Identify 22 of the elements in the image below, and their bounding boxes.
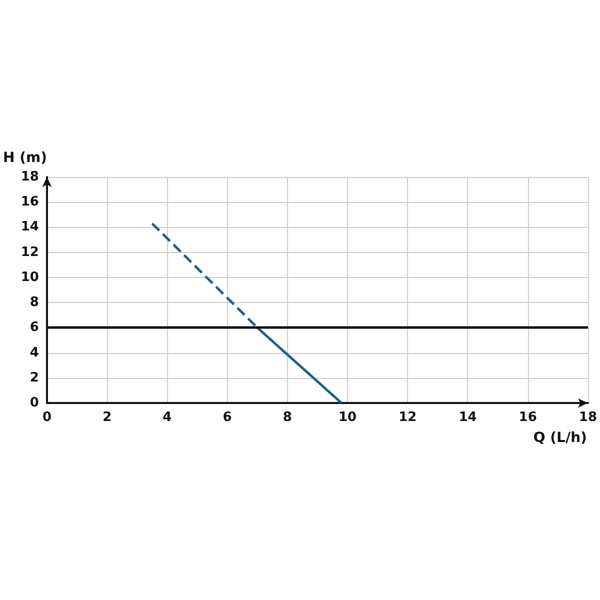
y-tick-label: 12: [20, 244, 39, 260]
y-tick-label: 4: [30, 345, 39, 360]
x-tick-label: 2: [102, 410, 112, 425]
x-tick-label: 10: [338, 410, 357, 425]
x-tick-label: 12: [398, 410, 417, 425]
x-tick-label: 18: [578, 410, 597, 425]
y-tick-label: 8: [30, 295, 39, 310]
x-tick-label: 6: [222, 410, 232, 425]
y-tick-label: 14: [20, 220, 39, 235]
y-tick-label: 18: [20, 170, 39, 184]
y-tick-label: 0: [30, 396, 39, 410]
y-tick-label: 6: [30, 320, 39, 336]
y-tick-label: 2: [30, 370, 39, 386]
x-axis-title: Q (L/h): [533, 430, 587, 446]
y-axis-title: H (m): [2, 150, 47, 166]
y-tick-label: 10: [20, 270, 39, 285]
x-tick-label: 0: [42, 410, 52, 425]
x-tick-label: 14: [458, 410, 477, 425]
x-tick-label: 4: [162, 410, 172, 425]
y-tick-label: 16: [20, 194, 39, 210]
x-tick-label: 8: [282, 410, 292, 425]
x-tick-label: 16: [518, 410, 537, 425]
